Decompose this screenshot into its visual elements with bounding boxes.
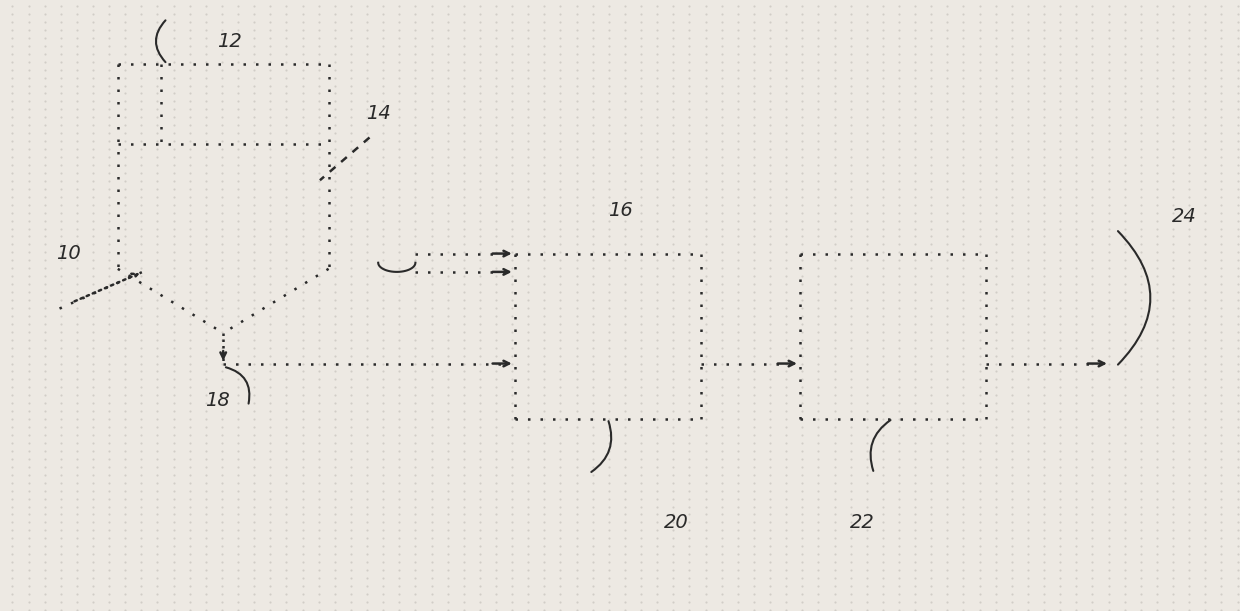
Text: 22: 22 [849,513,874,532]
Text: 16: 16 [608,201,632,221]
Text: 24: 24 [1172,207,1197,227]
Text: 20: 20 [663,513,688,532]
Text: 10: 10 [56,244,81,263]
Text: 18: 18 [205,390,229,410]
Text: 14: 14 [366,103,391,123]
Text: 12: 12 [217,32,242,51]
